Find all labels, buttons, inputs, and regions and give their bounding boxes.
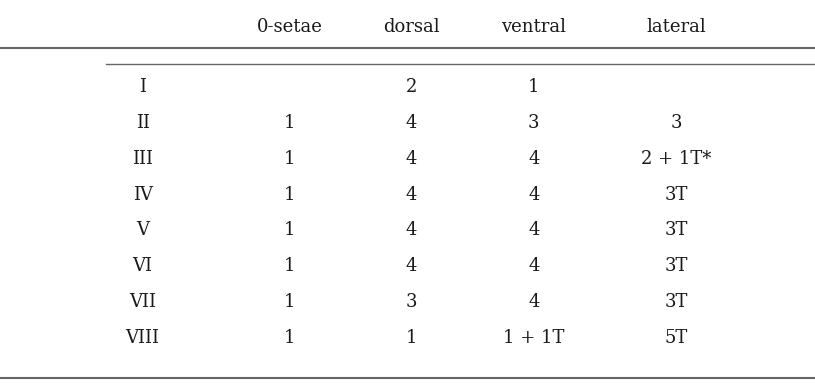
Text: 4: 4	[406, 150, 417, 168]
Text: 3T: 3T	[665, 257, 688, 275]
Text: 3T: 3T	[665, 222, 688, 239]
Text: 0-setae: 0-setae	[257, 18, 322, 36]
Text: 4: 4	[406, 222, 417, 239]
Text: 3: 3	[671, 114, 682, 132]
Text: 1: 1	[528, 78, 540, 96]
Text: III: III	[132, 150, 153, 168]
Text: 1: 1	[284, 257, 295, 275]
Text: lateral: lateral	[646, 18, 707, 36]
Text: 5T: 5T	[665, 329, 688, 347]
Text: VII: VII	[129, 293, 156, 311]
Text: ventral: ventral	[501, 18, 566, 36]
Text: V: V	[136, 222, 149, 239]
Text: 1: 1	[284, 329, 295, 347]
Text: 4: 4	[406, 257, 417, 275]
Text: IV: IV	[133, 186, 152, 203]
Text: 3T: 3T	[665, 293, 688, 311]
Text: 4: 4	[528, 222, 540, 239]
Text: dorsal: dorsal	[383, 18, 440, 36]
Text: 4: 4	[528, 293, 540, 311]
Text: 1: 1	[284, 150, 295, 168]
Text: 3T: 3T	[665, 186, 688, 203]
Text: 1: 1	[284, 293, 295, 311]
Text: I: I	[139, 78, 146, 96]
Text: 4: 4	[528, 186, 540, 203]
Text: 1 + 1T: 1 + 1T	[503, 329, 565, 347]
Text: 4: 4	[528, 150, 540, 168]
Text: 3: 3	[406, 293, 417, 311]
Text: 4: 4	[406, 114, 417, 132]
Text: 1: 1	[284, 114, 295, 132]
Text: 3: 3	[528, 114, 540, 132]
Text: 2: 2	[406, 78, 417, 96]
Text: VI: VI	[133, 257, 152, 275]
Text: 4: 4	[406, 186, 417, 203]
Text: 4: 4	[528, 257, 540, 275]
Text: 2 + 1T*: 2 + 1T*	[641, 150, 711, 168]
Text: 1: 1	[284, 222, 295, 239]
Text: 1: 1	[284, 186, 295, 203]
Text: 1: 1	[406, 329, 417, 347]
Text: II: II	[135, 114, 150, 132]
Text: VIII: VIII	[126, 329, 160, 347]
